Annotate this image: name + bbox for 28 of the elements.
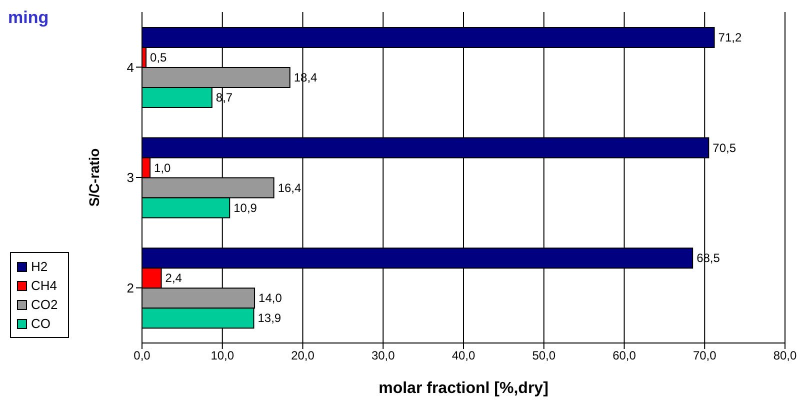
x-tick-label: 0,0 bbox=[134, 348, 151, 363]
x-tick-label: 80,0 bbox=[773, 348, 797, 363]
chart-title: ming bbox=[8, 8, 49, 28]
x-axis-title: molar fractionl [%,dry] bbox=[378, 380, 548, 397]
x-tick-label: 40,0 bbox=[452, 348, 476, 363]
data-label: 1,0 bbox=[154, 160, 172, 175]
x-tick-label: 50,0 bbox=[532, 348, 556, 363]
x-tick-label: 70,0 bbox=[692, 348, 717, 363]
y-tick-label: 2 bbox=[126, 280, 134, 296]
legend-label: CO bbox=[31, 316, 50, 331]
data-label: 16,4 bbox=[278, 180, 302, 195]
data-label: 13,9 bbox=[258, 311, 282, 326]
data-label: 70,5 bbox=[712, 140, 736, 155]
legend-label: CO2 bbox=[31, 297, 58, 312]
data-label: 10,9 bbox=[234, 200, 258, 215]
x-tick-label: 20,0 bbox=[291, 348, 315, 363]
y-axis-title: S/C-ratio bbox=[86, 148, 102, 207]
data-label: 71,2 bbox=[718, 30, 742, 44]
x-tick-label: 10,0 bbox=[210, 348, 234, 363]
data-label: 0,5 bbox=[150, 50, 168, 64]
x-tick-label: 60,0 bbox=[612, 348, 636, 363]
y-tick-label: 3 bbox=[126, 170, 134, 186]
data-label: 2,4 bbox=[165, 271, 182, 286]
data-label: 14,0 bbox=[258, 291, 282, 306]
legend-label: CH4 bbox=[31, 278, 58, 293]
x-tick-label: 30,0 bbox=[371, 348, 396, 363]
y-tick-label: 4 bbox=[126, 60, 134, 75]
legend-label: H2 bbox=[31, 259, 48, 274]
